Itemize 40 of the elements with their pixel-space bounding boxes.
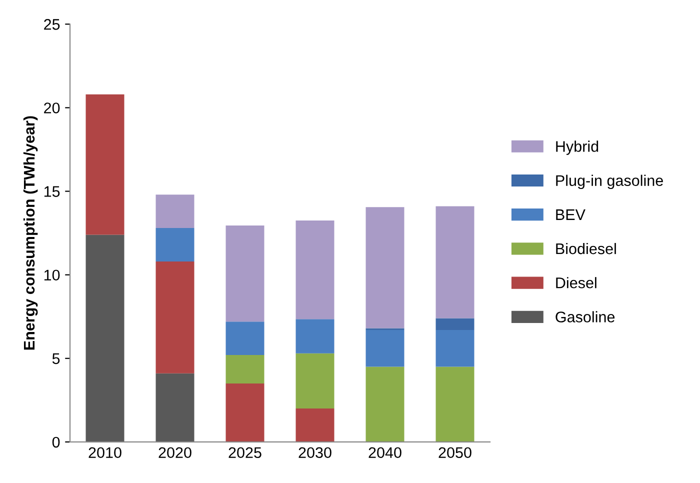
bar: [436, 318, 474, 330]
bar: [226, 226, 264, 322]
bar: [436, 366, 474, 442]
x-tick-label: 2025: [228, 447, 262, 458]
bar: [366, 366, 404, 442]
bar: [296, 319, 334, 354]
bar: [156, 194, 194, 228]
bar: [296, 220, 334, 320]
bar: [226, 322, 264, 356]
bar: [156, 261, 194, 374]
bar: [296, 408, 334, 442]
x-tick-label: 2020: [158, 447, 192, 458]
x-tick-label: 2010: [88, 447, 122, 458]
legend-label: Diesel: [556, 277, 596, 288]
x-tick-label: 2030: [298, 447, 332, 458]
bar: [86, 94, 124, 235]
y-tick-label: 0: [52, 436, 60, 448]
x-tick-label: 2040: [368, 447, 402, 458]
y-tick-label: 10: [44, 270, 60, 281]
bar: [86, 234, 124, 442]
bar: [226, 355, 264, 384]
legend-label: Biodiesel: [556, 242, 616, 254]
bar: [436, 206, 474, 318]
y-axis-title: Energy consumption (TWh/year): [23, 116, 38, 350]
legend-label: Gasoline: [556, 311, 615, 322]
bar: [436, 330, 474, 367]
y-tick-label: 5: [52, 353, 60, 364]
bar: [366, 330, 404, 367]
y-tick-label: 25: [44, 19, 60, 30]
bar: [226, 383, 264, 442]
bar: [156, 373, 194, 442]
bar: [366, 207, 404, 328]
bar: [296, 353, 334, 409]
legend-label: Plug-in gasoline: [556, 174, 663, 190]
legend-label: Hybrid: [556, 140, 598, 155]
legend-label: BEV: [556, 209, 586, 220]
bar: [156, 228, 194, 262]
x-tick-label: 2050: [438, 447, 472, 458]
y-tick-label: 15: [44, 186, 60, 197]
y-tick-label: 20: [44, 102, 60, 114]
